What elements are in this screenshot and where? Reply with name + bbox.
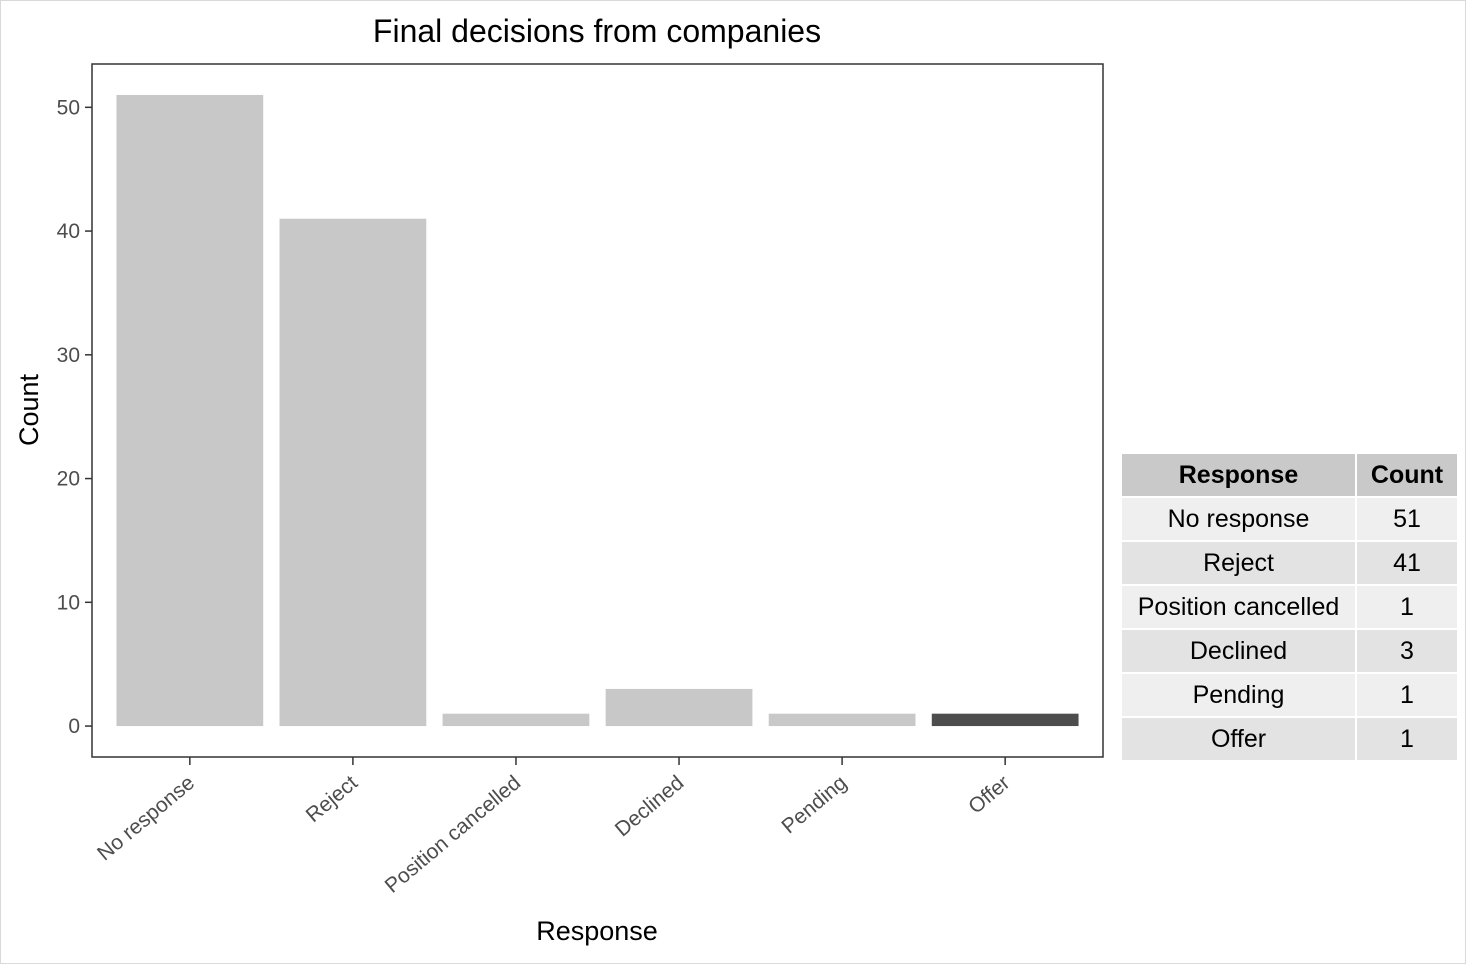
y-tick-label: 20 [57,468,80,491]
y-tick-label: 30 [57,344,80,367]
table-cell-response: Reject [1122,542,1355,584]
y-tick-label: 10 [57,591,80,614]
y-tick-label: 0 [68,715,80,738]
bar [279,218,427,727]
table-row: Reject 41 [1122,542,1457,584]
table-cell-response: Position cancelled [1122,586,1355,628]
table-cell-response: Pending [1122,674,1355,716]
table-cell-count: 1 [1357,718,1457,760]
bar [442,713,590,727]
table-header-response: Response [1122,454,1355,496]
table-cell-count: 41 [1357,542,1457,584]
table-cell-response: No response [1122,498,1355,540]
y-tick-label: 40 [57,220,80,243]
y-axis-title: Count [14,373,44,446]
bar [605,688,753,727]
x-tick-label: Pending [777,771,851,838]
chart-title: Final decisions from companies [373,13,821,49]
x-tick-label: Position cancelled [381,771,525,897]
table-header-count: Count [1357,454,1457,496]
bar [931,713,1079,727]
summary-table: Response Count No response 51 Reject 41 … [1120,452,1459,762]
table-cell-count: 51 [1357,498,1457,540]
table-row: Position cancelled 1 [1122,586,1457,628]
bar [768,713,916,727]
y-tick-label: 50 [57,96,80,119]
table-cell-count: 1 [1357,586,1457,628]
x-axis-title: Response [536,916,658,946]
table-cell-response: Offer [1122,718,1355,760]
table-cell-response: Declined [1122,630,1355,672]
x-axis: No response Reject Position cancelled Decli… [93,757,1014,898]
bar [116,94,264,727]
y-axis: 0 10 20 30 40 50 [57,96,92,738]
table-row: Offer 1 [1122,718,1457,760]
x-tick-label: No response [93,771,199,865]
bars-group [116,94,1079,727]
table-row: Pending 1 [1122,674,1457,716]
table-header-row: Response Count [1122,454,1457,496]
table-row: Declined 3 [1122,630,1457,672]
x-tick-label: Reject [302,771,363,827]
x-tick-label: Declined [611,771,688,841]
table-cell-count: 1 [1357,674,1457,716]
table-cell-count: 3 [1357,630,1457,672]
x-tick-label: Offer [964,771,1014,818]
table-row: No response 51 [1122,498,1457,540]
